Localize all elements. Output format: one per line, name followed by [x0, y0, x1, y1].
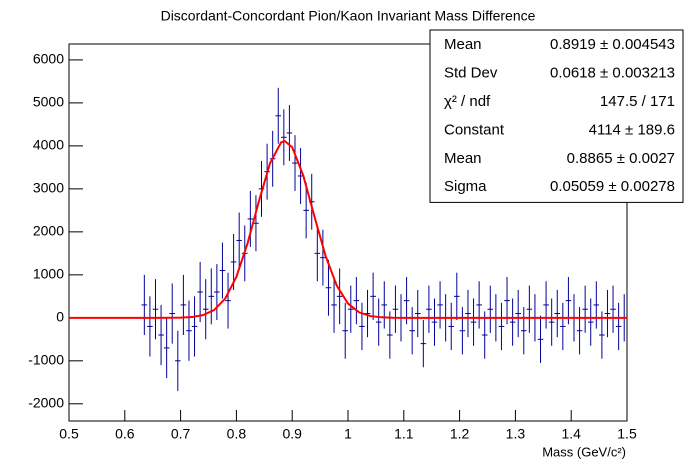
- chart-title: Discordant-Concordant Pion/Kaon Invarian…: [161, 8, 536, 24]
- x-tick-label: 1.2: [450, 426, 470, 442]
- y-tick-label: 3000: [33, 180, 64, 196]
- y-tick-label: -1000: [28, 352, 64, 368]
- y-tick-label: 4000: [33, 137, 64, 153]
- x-tick-label: 1.5: [617, 426, 637, 442]
- fit-curve: [69, 139, 627, 319]
- stats-label: Std Dev: [444, 65, 498, 82]
- x-tick-label: 0.8: [227, 426, 247, 442]
- x-tick-label: 0.7: [171, 426, 191, 442]
- x-tick-label: 0.6: [115, 426, 135, 442]
- stats-box: [429, 29, 684, 203]
- stats-value: 0.0618 ± 0.003213: [550, 65, 675, 82]
- x-tick-label: 1: [344, 426, 352, 442]
- x-tick-label: 1.3: [506, 426, 526, 442]
- y-tick-label: 0: [56, 309, 64, 325]
- stats-value: 147.5 / 171: [600, 93, 675, 110]
- y-tick-label: -2000: [28, 395, 64, 411]
- y-tick-label: 5000: [33, 94, 64, 110]
- x-tick-label: 0.5: [59, 426, 79, 442]
- stats-label: Mean: [444, 150, 482, 167]
- x-tick-label: 1.4: [561, 426, 581, 442]
- stats-value: 4114 ± 189.6: [589, 121, 675, 138]
- x-tick-label: 1.1: [394, 426, 414, 442]
- stats-label: Constant: [444, 121, 505, 138]
- y-tick-label: 2000: [33, 223, 64, 239]
- x-axis-label: Mass (GeV/c²): [542, 444, 626, 459]
- y-tick-label: 1000: [33, 266, 64, 282]
- stats-value: 0.8919 ± 0.004543: [550, 36, 675, 53]
- stats-value: 0.8865 ± 0.0027: [567, 150, 675, 167]
- stats-label: Mean: [444, 36, 482, 53]
- x-tick-label: 0.9: [282, 426, 302, 442]
- stats-value: 0.05059 ± 0.00278: [550, 178, 675, 195]
- y-tick-label: 6000: [33, 51, 64, 67]
- stats-label: χ² / ndf: [444, 93, 491, 110]
- stats-label: Sigma: [444, 178, 487, 195]
